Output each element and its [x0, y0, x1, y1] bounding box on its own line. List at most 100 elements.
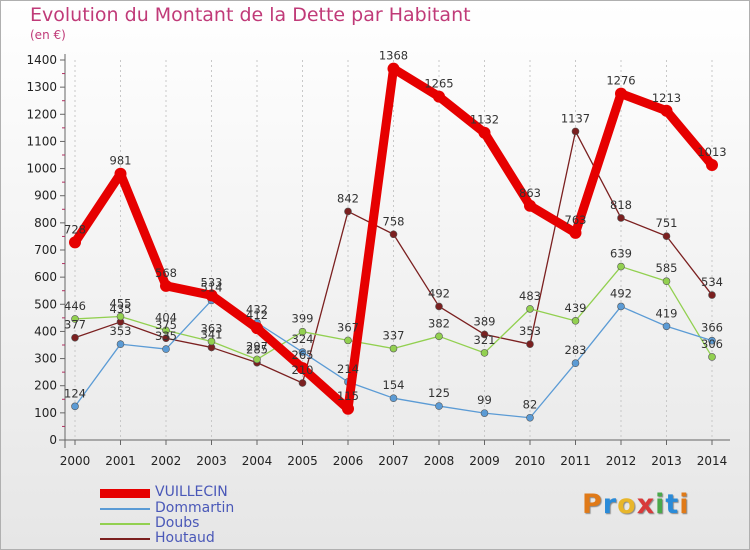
x-tick-label-2001: 2001 [105, 454, 136, 468]
point-doubs-2014 [708, 353, 716, 361]
point-vuillecin-2001 [114, 167, 127, 180]
data-label-vuillecin-2009: 1132 [470, 113, 499, 127]
point-doubs-2008 [435, 332, 443, 341]
point-doubs-2012 [617, 262, 625, 271]
data-label-dommartin-2008: 125 [428, 386, 450, 400]
point-doubs-2002 [162, 326, 170, 335]
data-label-vuillecin-2000: 728 [64, 222, 86, 236]
point-houtaud-2013 [662, 232, 671, 240]
y-tick-label-700: 700 [34, 243, 57, 257]
point-houtaud-2005 [298, 379, 307, 387]
point-vuillecin-2012 [615, 87, 627, 100]
data-label-dommartin-2004: 432 [246, 303, 268, 317]
data-label-dommartin-2001: 353 [110, 324, 132, 338]
point-dommartin-2008 [435, 402, 443, 410]
data-label-doubs-2012: 639 [610, 247, 632, 261]
data-label-doubs-2009: 321 [474, 333, 496, 347]
data-label-vuillecin-2004: 412 [246, 308, 268, 322]
data-label-doubs-2014: 306 [701, 337, 723, 351]
data-label-houtaud-2012: 818 [610, 198, 632, 212]
unit-label: (en €) [30, 28, 66, 42]
data-label-dommartin-2000: 124 [64, 386, 86, 400]
y-tick-label-400: 400 [34, 324, 57, 338]
point-doubs-2006 [344, 336, 352, 345]
data-label-houtaud-2014: 534 [701, 275, 723, 289]
point-doubs-2007 [389, 344, 398, 353]
point-vuillecin-2005 [296, 362, 309, 375]
point-dommartin-2001 [116, 340, 125, 348]
point-vuillecin-2014 [706, 159, 718, 172]
legend-label-vuillecin: VUILLECIN [155, 484, 228, 500]
x-tick-label-2011: 2011 [560, 454, 591, 468]
data-label-houtaud-2005: 210 [292, 363, 314, 377]
y-tick-label-0: 0 [49, 433, 57, 447]
y-tick-label-1100: 1100 [26, 134, 57, 148]
point-houtaud-2014 [708, 291, 716, 299]
data-label-doubs-2006: 367 [337, 320, 359, 334]
point-vuillecin-2011 [569, 226, 582, 239]
data-label-dommartin-2003: 514 [201, 280, 223, 294]
y-tick-label-1000: 1000 [26, 162, 57, 176]
data-label-houtaud-2007: 758 [383, 214, 405, 228]
data-label-dommartin-2009: 99 [477, 393, 492, 407]
data-label-doubs-2000: 446 [64, 299, 86, 313]
legend-swatch-dommartin [100, 508, 150, 510]
data-labels: 728 981 568 533 412 265 115 1368 1265 1132 863 763 1… [64, 49, 727, 412]
y-tick-label-800: 800 [34, 216, 57, 230]
point-vuillecin-2000 [69, 236, 81, 249]
y-tick-label-600: 600 [34, 270, 57, 284]
data-label-houtaud-2009: 389 [474, 314, 496, 328]
point-houtaud-2009 [480, 330, 489, 339]
point-vuillecin-2002 [160, 279, 172, 292]
point-dommartin-2002 [162, 345, 170, 353]
point-dommartin-2013 [662, 322, 671, 331]
data-label-houtaud-2006: 842 [337, 191, 359, 205]
x-tick-label-2010: 2010 [515, 454, 546, 468]
y-tick-label-200: 200 [34, 379, 57, 393]
data-label-doubs-2011: 439 [565, 301, 587, 315]
point-doubs-2001 [116, 312, 125, 321]
data-label-doubs-2010: 483 [519, 289, 541, 303]
legend-swatch-doubs [100, 523, 150, 525]
x-tick-label-2005: 2005 [287, 454, 318, 468]
data-label-houtaud-2008: 492 [428, 286, 450, 300]
point-vuillecin-2008 [433, 90, 445, 103]
data-label-vuillecin-2006: 115 [337, 389, 359, 403]
data-label-doubs-2003: 363 [201, 321, 223, 335]
data-label-dommartin-2014: 366 [701, 321, 723, 335]
point-dommartin-2000 [71, 402, 79, 411]
point-vuillecin-2009 [478, 126, 491, 139]
point-houtaud-2010 [526, 340, 534, 348]
y-tick-label-900: 900 [34, 189, 57, 203]
series-lines [69, 62, 718, 422]
point-houtaud-2007 [389, 230, 398, 239]
point-houtaud-2002 [162, 334, 170, 343]
data-label-houtaud-2013: 751 [656, 216, 678, 230]
point-houtaud-2012 [617, 214, 625, 222]
point-dommartin-2012 [617, 302, 625, 311]
data-label-dommartin-2013: 419 [656, 306, 678, 320]
point-doubs-2003 [207, 337, 216, 346]
point-doubs-2000 [71, 315, 79, 323]
data-label-vuillecin-2007: 1368 [379, 49, 408, 63]
proxiti-logo: Proxiti [582, 489, 690, 520]
legend-label-houtaud: Houtaud [155, 530, 215, 546]
y-tick-label-500: 500 [34, 297, 57, 311]
point-vuillecin-2007 [387, 62, 400, 75]
data-label-vuillecin-2012: 1276 [606, 74, 635, 88]
point-houtaud-2011 [571, 127, 580, 136]
axes: 0 100 200 300 400 500 600 700 800 900 1000 1100 1200… [26, 53, 730, 468]
data-label-houtaud-2004: 285 [246, 343, 268, 357]
data-label-vuillecin-2010: 863 [519, 186, 541, 200]
point-vuillecin-2010 [524, 199, 536, 212]
point-vuillecin-2013 [660, 104, 673, 117]
y-tick-label-1400: 1400 [26, 53, 57, 67]
point-vuillecin-2004 [251, 322, 263, 335]
point-houtaud-2006 [344, 207, 352, 216]
x-tick-label-2013: 2013 [651, 454, 682, 468]
data-label-doubs-2013: 585 [656, 261, 678, 275]
y-tick-label-1200: 1200 [26, 107, 57, 121]
point-dommartin-2007 [389, 394, 398, 403]
data-label-vuillecin-2001: 981 [110, 154, 132, 168]
